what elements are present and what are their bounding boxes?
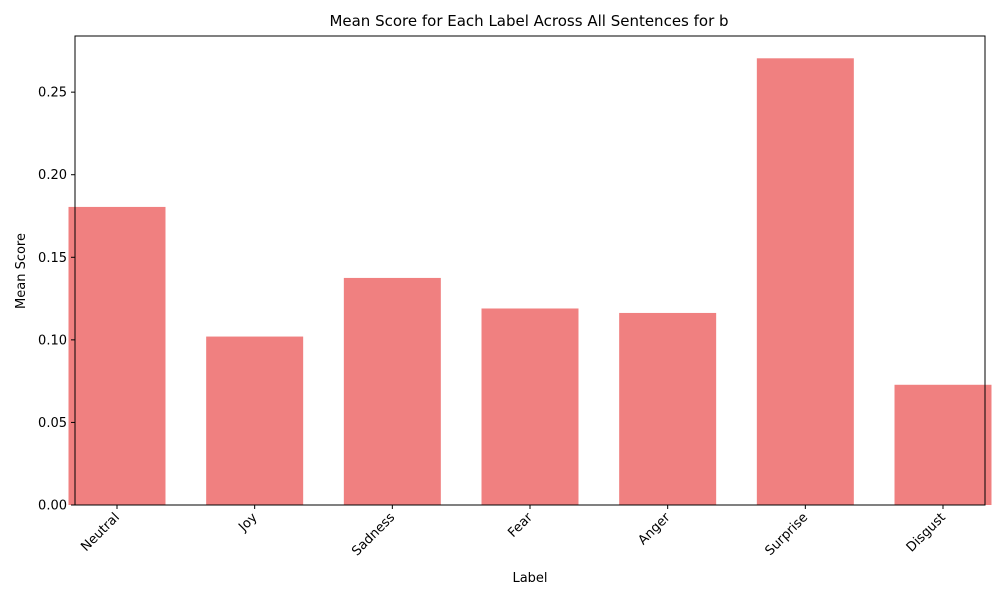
bars-group [68,58,992,506]
chart-title: Mean Score for Each Label Across All Sen… [329,12,728,30]
y-tick-label: 0.00 [38,499,67,514]
y-tick-label: 0.15 [38,251,67,266]
bar-sadness [343,277,441,505]
bar-neutral [68,206,166,505]
bar-anger [619,312,717,505]
x-tick-label: Fear [505,510,536,541]
bar-surprise [756,58,854,506]
x-tick-label: Anger [635,510,673,548]
y-tick-label: 0.10 [38,333,67,348]
y-axis-ticks: 0.00 0.05 0.10 0.15 0.20 0.25 [38,86,75,514]
bar-fear [481,308,579,505]
x-tick-label: Disgust [904,510,949,555]
y-tick-label: 0.20 [38,168,67,183]
bar-joy [206,336,304,505]
x-tick-label: Sadness [349,510,398,559]
bar-disgust [894,384,992,505]
x-axis-label: Label [512,571,547,586]
x-axis-ticks: Neutral Joy Sadness Fear Anger Surprise Disgus… [78,505,949,559]
x-tick-label: Surprise [762,510,811,559]
y-axis-label: Mean Score [14,233,29,309]
x-tick-label: Neutral [78,510,123,555]
x-tick-label: Joy [235,510,260,535]
plot-frame [74,35,986,506]
y-tick-label: 0.05 [38,416,67,431]
y-tick-label: 0.25 [38,86,67,101]
